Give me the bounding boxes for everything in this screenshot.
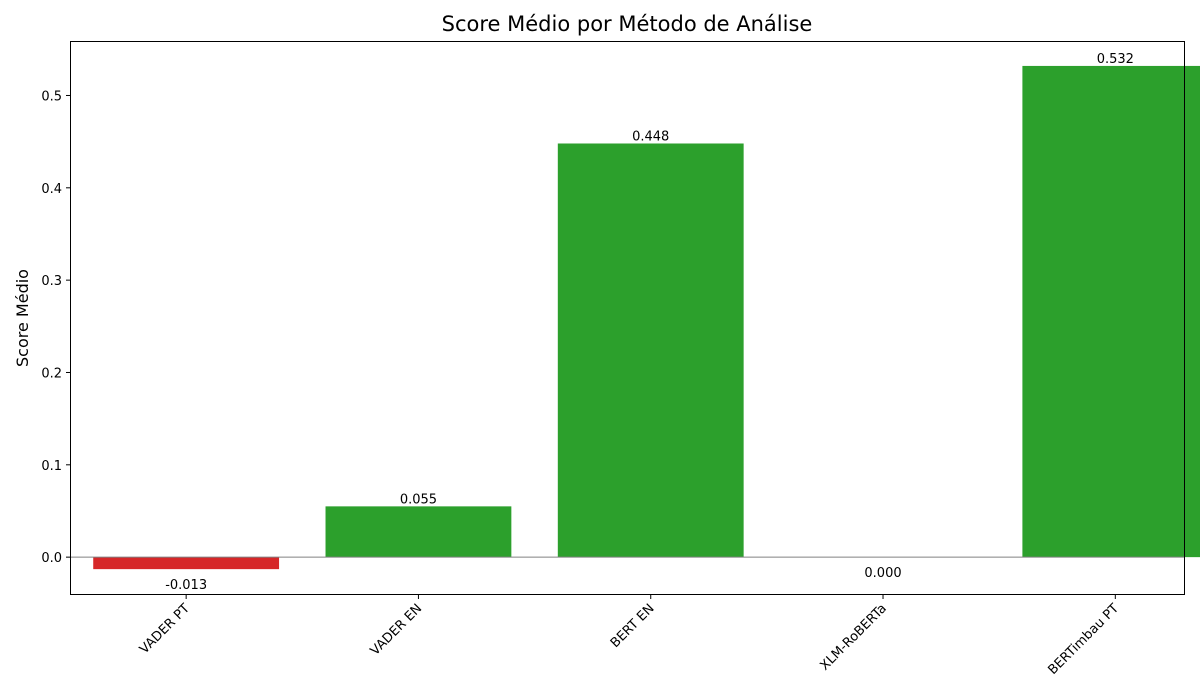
- data-label: 0.532: [1097, 52, 1134, 67]
- bar: [325, 506, 512, 558]
- chart-title: Score Médio por Método de Análise: [442, 12, 813, 36]
- plot-area: -0.013 0.055 0.448 0.000 0.532 0.0 0.1 0.2 0.3 0.…: [41, 41, 1200, 678]
- data-label: 0.448: [632, 129, 669, 144]
- x-tick-label: XLM-RoBERTa: [817, 601, 889, 673]
- y-tick-label: 0.5: [41, 89, 62, 104]
- data-label: 0.055: [400, 492, 437, 507]
- data-label: 0.000: [864, 566, 901, 581]
- y-tick-label: 0.1: [41, 459, 62, 474]
- x-tick-label: BERTimbau PT: [1045, 601, 1122, 678]
- bar: [93, 557, 280, 570]
- y-axis-label: Score Médio: [13, 269, 32, 367]
- bar: [1022, 65, 1200, 558]
- y-tick-label: 0.4: [41, 182, 62, 197]
- x-tick-label: BERT EN: [608, 601, 658, 651]
- data-label: -0.013: [165, 578, 207, 593]
- x-tick-label: VADER EN: [368, 601, 425, 658]
- plot-frame: [70, 41, 1185, 595]
- y-tick-label: 0.3: [41, 274, 62, 289]
- y-tick-label: 0.0: [41, 551, 62, 566]
- bar: [557, 143, 744, 558]
- x-tick-label: VADER PT: [137, 601, 193, 657]
- y-tick-label: 0.2: [41, 366, 62, 381]
